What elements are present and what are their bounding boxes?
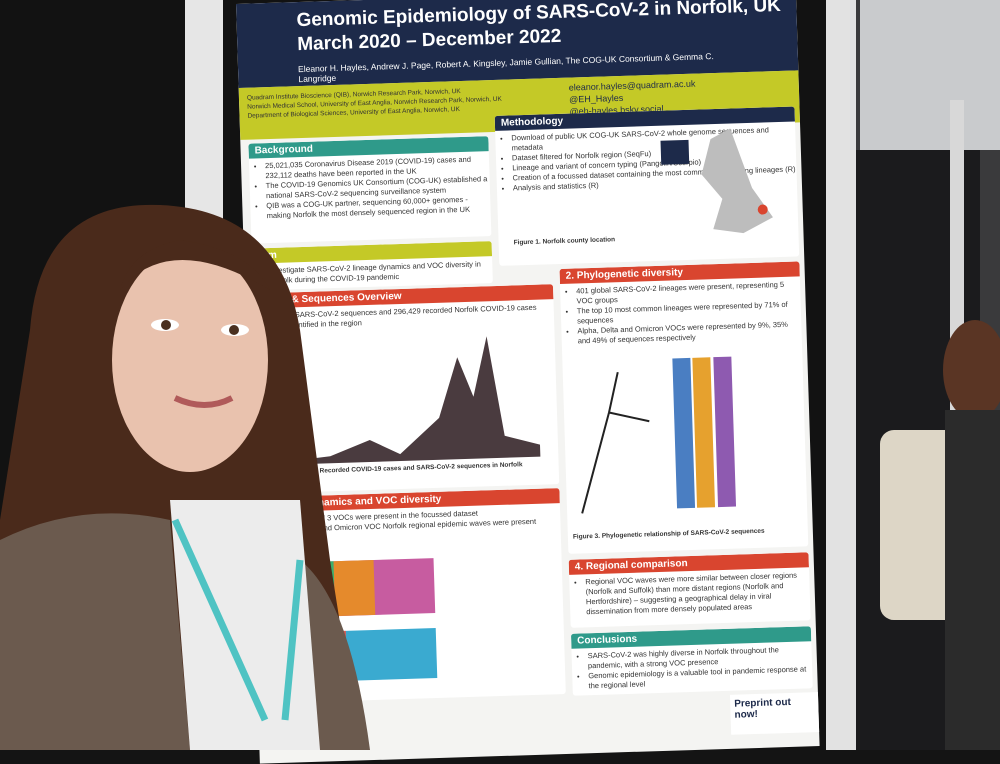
frame-pole [826,0,856,750]
shirt [170,500,320,750]
face [112,248,268,472]
jacket [300,560,370,750]
frame-pole [185,0,223,230]
passerby-hair [943,320,1000,420]
lanyard [171,518,304,722]
ceiling [860,0,1000,150]
pupil [161,320,171,330]
pupil [229,325,239,335]
fringe [120,240,270,290]
passerby-body [945,410,1000,750]
mouth [173,395,234,408]
jacket [0,513,190,750]
